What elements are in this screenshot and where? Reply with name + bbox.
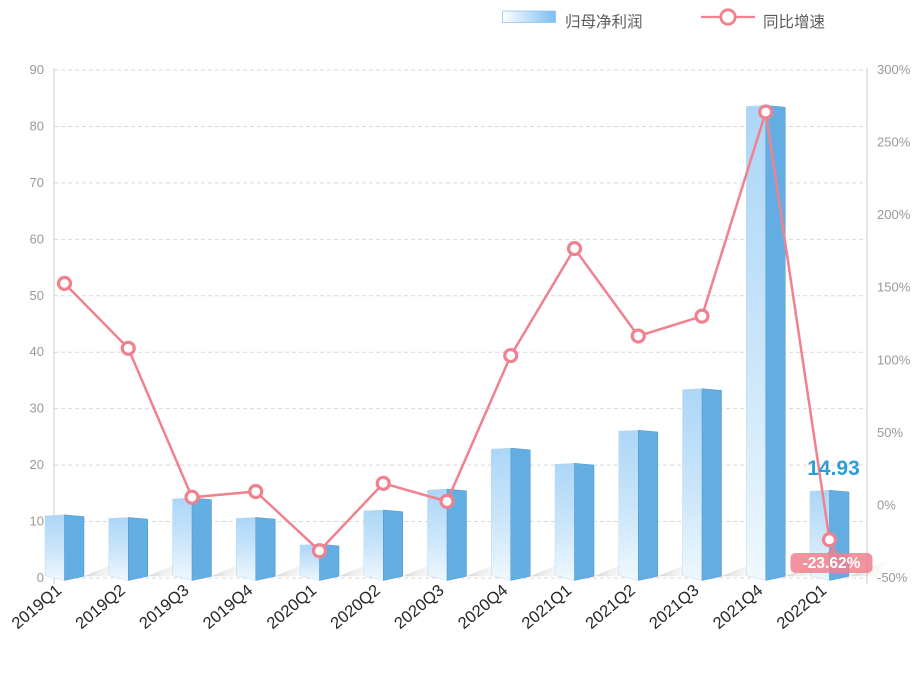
svg-text:80: 80 (30, 118, 44, 133)
svg-text:70: 70 (30, 175, 44, 190)
svg-text:2020Q3: 2020Q3 (391, 581, 448, 633)
svg-text:250%: 250% (877, 135, 911, 150)
svg-text:2019Q2: 2019Q2 (72, 581, 129, 633)
svg-text:50%: 50% (877, 425, 903, 440)
svg-text:2021Q4: 2021Q4 (710, 581, 767, 633)
svg-text:100%: 100% (877, 352, 911, 367)
svg-text:200%: 200% (877, 207, 911, 222)
svg-text:2019Q3: 2019Q3 (136, 581, 193, 633)
svg-text:2021Q2: 2021Q2 (582, 581, 639, 633)
svg-text:2019Q4: 2019Q4 (200, 581, 257, 633)
svg-text:2019Q1: 2019Q1 (9, 581, 66, 633)
svg-text:14.93: 14.93 (807, 457, 860, 480)
svg-text:20: 20 (30, 457, 44, 472)
svg-text:0: 0 (37, 570, 44, 585)
svg-text:0%: 0% (877, 497, 896, 512)
svg-text:归母净利润: 归母净利润 (565, 13, 643, 31)
svg-text:2021Q1: 2021Q1 (519, 581, 576, 633)
svg-text:2020Q2: 2020Q2 (327, 581, 384, 633)
svg-text:50: 50 (30, 288, 44, 303)
svg-text:90: 90 (30, 62, 44, 77)
svg-text:2022Q1: 2022Q1 (774, 581, 831, 633)
svg-text:40: 40 (30, 344, 44, 359)
svg-text:-23.62%: -23.62% (803, 555, 861, 572)
svg-text:2020Q1: 2020Q1 (264, 581, 321, 633)
svg-text:150%: 150% (877, 280, 911, 295)
svg-text:30: 30 (30, 401, 44, 416)
svg-text:10: 10 (30, 514, 44, 529)
svg-text:2020Q4: 2020Q4 (455, 581, 512, 633)
svg-text:同比增速: 同比增速 (763, 13, 825, 31)
svg-text:300%: 300% (877, 62, 911, 77)
svg-text:60: 60 (30, 231, 44, 246)
svg-text:2021Q3: 2021Q3 (646, 581, 703, 633)
